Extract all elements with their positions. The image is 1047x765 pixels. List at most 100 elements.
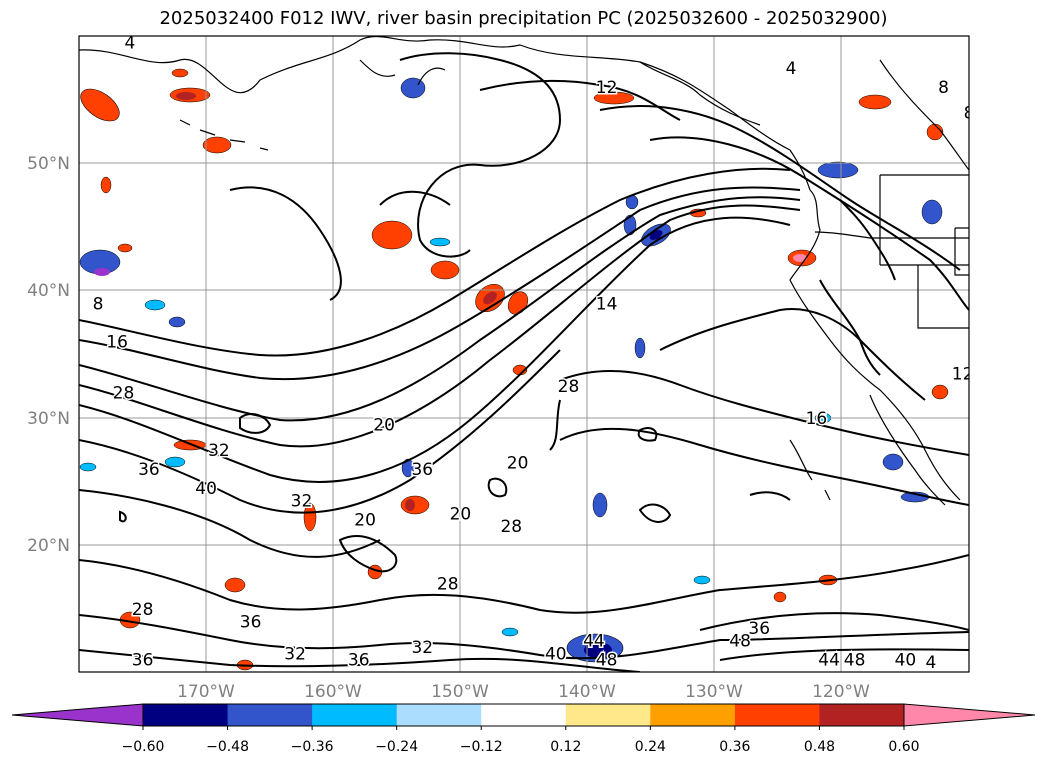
- contour-label: 40: [195, 479, 217, 499]
- contour-label: 40: [895, 651, 917, 671]
- colorbar-bin: [143, 704, 229, 726]
- precip-blob: [371, 220, 413, 250]
- contour-label: 16: [106, 333, 128, 353]
- contour-label: 8: [93, 295, 104, 315]
- colorbar-tick-label: 0.36: [719, 739, 750, 755]
- contour-label: 8: [964, 104, 975, 124]
- precip-blob: [926, 123, 944, 141]
- contour-label: 32: [291, 492, 313, 512]
- lat-label-30n: 30°N: [27, 409, 70, 429]
- contour-label: 28: [558, 377, 580, 397]
- lat-label-20n: 20°N: [27, 536, 70, 556]
- precip-blob: [623, 214, 637, 236]
- contour-label: 36: [240, 613, 262, 633]
- contour-label: 4: [786, 59, 797, 79]
- coastlines: [79, 36, 969, 506]
- contour-label: 20: [373, 415, 395, 435]
- precip-blob: [100, 176, 112, 194]
- precip-blob: [80, 88, 120, 122]
- lon-label-170w: 170°W: [177, 682, 235, 702]
- colorbar: −0.60 −0.48 −0.36 −0.24 −0.12 0.12 0.24 0.36 0.4…: [11, 703, 1036, 755]
- precip-blob: [400, 77, 426, 99]
- colorbar-border: [142, 703, 905, 727]
- precip-blob: [94, 268, 110, 276]
- precip-blob: [176, 92, 196, 100]
- precip-blob: [584, 642, 612, 658]
- lon-label-160w: 160°W: [304, 682, 362, 702]
- precip-blob: [303, 502, 317, 532]
- colorbar-tick-label: 0.48: [804, 739, 835, 755]
- precip-blob: [931, 384, 949, 400]
- precip-blob: [144, 299, 166, 311]
- contour-label: 20: [354, 511, 376, 531]
- colorbar-bin: [396, 704, 482, 726]
- contour-label: 40: [545, 644, 567, 664]
- map-title: 2025032400 F012 IWV, river basin precipi…: [159, 8, 888, 29]
- contour-label: 48: [844, 651, 866, 671]
- contour-label: 4: [925, 653, 936, 673]
- precip-blob: [164, 456, 186, 468]
- contour-label: 28: [500, 517, 522, 537]
- colorbar-tick-label: −0.24: [375, 739, 418, 755]
- contour-label: 32: [411, 638, 433, 658]
- contour-label: 4: [124, 34, 135, 54]
- contour-label: 12: [952, 364, 974, 384]
- precip-blob: [171, 68, 189, 78]
- contour-label: 48: [596, 651, 618, 671]
- precip-blob: [882, 453, 904, 471]
- plot-background: [79, 36, 969, 672]
- contour-label: 36: [348, 651, 370, 671]
- colorbar-bin: [565, 704, 651, 726]
- contour-label: 32: [208, 441, 230, 461]
- colorbar-tick-label: −0.48: [206, 739, 249, 755]
- contour-label: 36: [748, 619, 770, 639]
- colorbar-bin: [650, 704, 736, 726]
- lat-label-40n: 40°N: [27, 281, 70, 301]
- contour-label: 32: [284, 644, 306, 664]
- colorbar-bin: [312, 704, 398, 726]
- precip-blob: [921, 199, 943, 225]
- precipitation-anomaly-layer: [79, 68, 949, 671]
- contour-label: 16: [806, 409, 828, 429]
- precip-blob: [483, 291, 497, 305]
- colorbar-bins: [143, 704, 905, 726]
- colorbar-tick-label: 0.12: [550, 739, 581, 755]
- contour-label: 36: [138, 460, 160, 480]
- contour-label: 20: [507, 454, 529, 474]
- precip-blob: [858, 94, 892, 110]
- contour-label: 28: [437, 574, 459, 594]
- precip-blob: [592, 492, 608, 518]
- latitude-labels: 50°N 40°N 30°N 20°N: [27, 154, 70, 556]
- precip-blob: [593, 91, 635, 105]
- precip-blob: [501, 627, 519, 637]
- contour-label: 14: [596, 295, 618, 315]
- lon-label-150w: 150°W: [431, 682, 489, 702]
- precip-blob: [773, 591, 787, 603]
- precip-blob: [224, 577, 246, 593]
- colorbar-tick-label: −0.60: [122, 739, 165, 755]
- precip-blob: [430, 260, 460, 280]
- lon-label-130w: 130°W: [685, 682, 743, 702]
- precip-blob: [401, 458, 415, 478]
- lon-label-140w: 140°W: [558, 682, 616, 702]
- contour-label: 8: [970, 441, 981, 461]
- contour-label: 44: [583, 632, 605, 652]
- precip-blob: [405, 499, 415, 511]
- precip-blob: [793, 254, 807, 262]
- contour-label: 28: [113, 384, 135, 404]
- colorbar-tick-label: −0.12: [460, 739, 503, 755]
- precip-blob: [117, 243, 133, 253]
- colorbar-bin: [227, 704, 313, 726]
- precip-blob: [79, 462, 97, 472]
- colorbar-tick-label: 0.60: [888, 739, 919, 755]
- contour-label: 36: [411, 460, 433, 480]
- contour-label: 48: [729, 632, 751, 652]
- precip-blob: [168, 316, 186, 328]
- colorbar-tick-label: −0.36: [291, 739, 334, 755]
- contour-label: 44: [818, 651, 840, 671]
- lon-label-120w: 120°W: [812, 682, 870, 702]
- contour-label: 36: [132, 651, 154, 671]
- graticule: [79, 36, 969, 672]
